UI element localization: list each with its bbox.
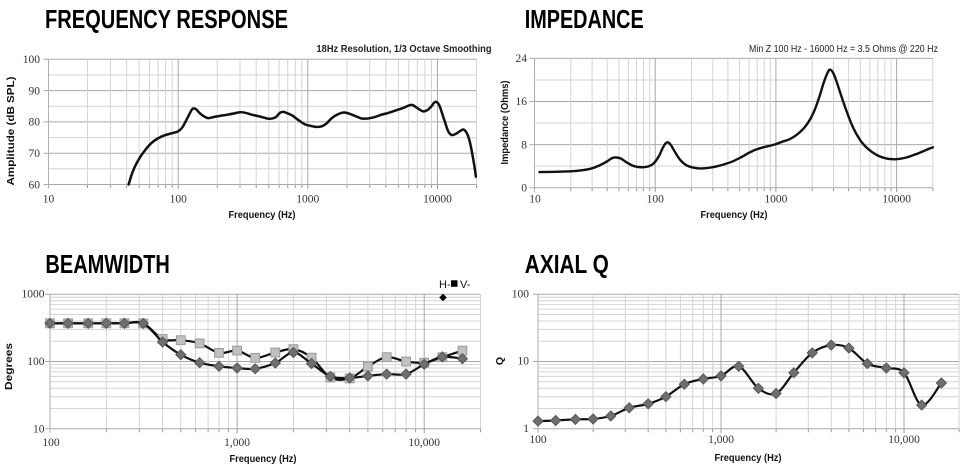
svg-text:8: 8 <box>521 140 527 152</box>
svg-text:1,000: 1,000 <box>224 437 250 449</box>
svg-text:0: 0 <box>521 183 527 195</box>
svg-text:10: 10 <box>43 194 55 206</box>
svg-text:Frequency (Hz): Frequency (Hz) <box>229 209 296 221</box>
svg-text:10: 10 <box>529 194 541 206</box>
svg-text:100: 100 <box>27 356 45 368</box>
svg-text:Amplitude (dB SPL): Amplitude (dB SPL) <box>5 77 17 186</box>
svg-text:60: 60 <box>29 180 41 192</box>
svg-text:100: 100 <box>42 437 60 449</box>
svg-text:100: 100 <box>23 54 41 66</box>
svg-text:1000: 1000 <box>22 289 45 301</box>
svg-text:Degrees: Degrees <box>3 343 15 390</box>
svg-text:AXIAL Q: AXIAL Q <box>525 249 609 279</box>
svg-text:Frequency (Hz): Frequency (Hz) <box>230 453 297 465</box>
svg-text:10: 10 <box>518 356 530 368</box>
svg-text:1,000: 1,000 <box>708 434 734 446</box>
svg-text:10000: 10000 <box>423 194 452 206</box>
svg-text:IMPEDANCE: IMPEDANCE <box>525 4 644 34</box>
svg-text:100: 100 <box>512 288 530 300</box>
svg-text:10,000: 10,000 <box>888 434 920 446</box>
svg-text:90: 90 <box>29 85 41 97</box>
svg-text:100: 100 <box>170 194 188 206</box>
svg-text:1000: 1000 <box>764 194 787 206</box>
svg-text:Q: Q <box>494 357 506 365</box>
svg-text:10,000: 10,000 <box>408 437 440 449</box>
svg-text:10000: 10000 <box>882 194 911 206</box>
svg-text:V-: V- <box>460 279 471 291</box>
svg-text:Frequency (Hz): Frequency (Hz) <box>715 452 782 464</box>
svg-text:H-: H- <box>439 279 451 291</box>
svg-text:Frequency (Hz): Frequency (Hz) <box>701 209 768 221</box>
svg-text:80: 80 <box>29 117 41 129</box>
svg-text:100: 100 <box>647 194 665 206</box>
svg-text:100: 100 <box>529 434 547 446</box>
svg-text:BEAMWIDTH: BEAMWIDTH <box>45 249 169 279</box>
svg-text:Min Z 100 Hz - 16000 Hz = 3.5: Min Z 100 Hz - 16000 Hz = 3.5 Ohms @ 220… <box>749 44 938 55</box>
svg-text:24: 24 <box>516 53 528 65</box>
svg-text:Impedance (Ohms): Impedance (Ohms) <box>499 81 511 165</box>
svg-text:18Hz Resolution, 1/3 Octave Sm: 18Hz Resolution, 1/3 Octave Smoothing <box>317 44 492 55</box>
svg-text:10: 10 <box>33 423 45 435</box>
svg-text:1000: 1000 <box>296 194 319 206</box>
svg-text:1: 1 <box>523 423 529 435</box>
svg-text:FREQUENCY RESPONSE: FREQUENCY RESPONSE <box>45 4 288 34</box>
svg-text:16: 16 <box>516 96 528 108</box>
svg-text:70: 70 <box>29 148 41 160</box>
